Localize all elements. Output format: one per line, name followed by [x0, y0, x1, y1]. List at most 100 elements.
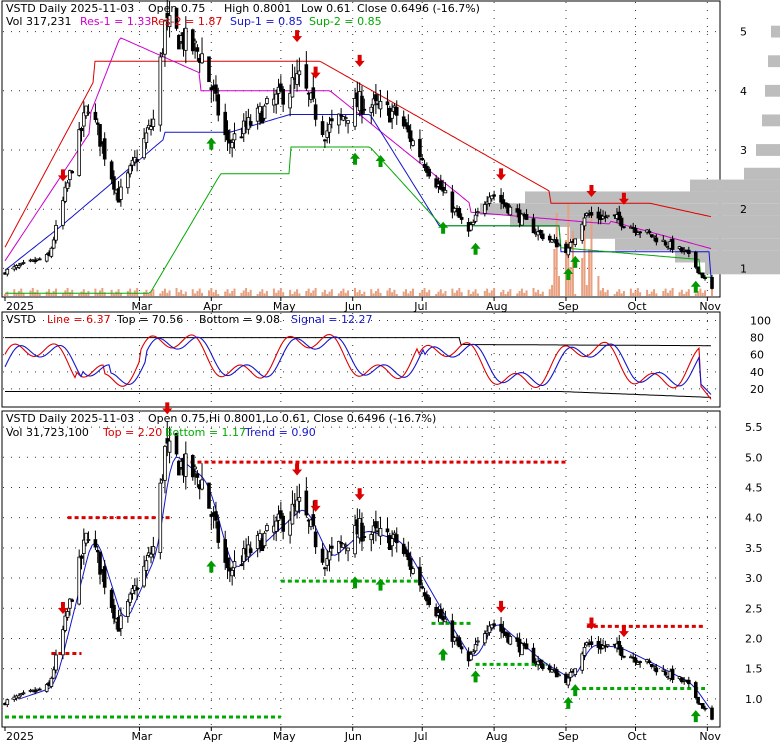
- top-candle: [228, 139, 232, 144]
- volume-profile-bar: [756, 144, 780, 156]
- top-candle: [109, 161, 114, 180]
- top-ytick-label: 5: [740, 26, 747, 39]
- volume-bar: [439, 289, 442, 296]
- top-candle: [142, 138, 146, 159]
- top-candle: [696, 266, 700, 273]
- volume-bar: [636, 288, 639, 296]
- bot-candle: [311, 514, 316, 526]
- top-candle: [371, 98, 376, 106]
- volume-bar: [214, 289, 217, 296]
- bot-header-symbol: VSTD: [6, 412, 36, 425]
- volume-bar: [664, 288, 667, 296]
- volume-bar: [198, 288, 201, 296]
- volume-bar: [38, 294, 41, 296]
- bot-sell-arrow: [292, 463, 303, 476]
- volume-bar: [666, 292, 669, 296]
- volume-bar: [460, 292, 463, 296]
- top-candle: [638, 231, 642, 234]
- bot-candle: [411, 568, 415, 574]
- volume-bar: [20, 288, 23, 296]
- bot-candle: [469, 653, 473, 661]
- bot-candle: [230, 570, 234, 577]
- bot-candle: [77, 556, 81, 605]
- top-xtick-label: Jun: [344, 300, 362, 313]
- volume-bar: [558, 276, 561, 296]
- volume-bar: [687, 289, 690, 296]
- bot-candle: [126, 600, 130, 617]
- top-candle: [394, 107, 399, 116]
- top-xtick-label: Sep: [558, 300, 579, 313]
- sup2-curve: [5, 146, 711, 294]
- bot-candle: [346, 547, 350, 552]
- volume-bar: [159, 293, 162, 296]
- volume-bar: [655, 293, 658, 296]
- volume-bar: [177, 292, 180, 296]
- volume-bar: [428, 289, 431, 296]
- top-candle: [207, 56, 211, 83]
- top-candle: [408, 130, 413, 143]
- volume-bar: [569, 267, 572, 296]
- volume-bar: [50, 293, 53, 296]
- volume-bar: [685, 291, 688, 296]
- top-candle: [149, 126, 153, 130]
- volume-bar: [476, 293, 479, 296]
- top-candle: [214, 84, 218, 94]
- volume-bar: [699, 288, 702, 296]
- top-candle: [392, 105, 397, 108]
- bot-candle: [248, 548, 253, 554]
- volume-bar: [500, 292, 503, 296]
- bot-candle: [547, 665, 552, 671]
- volume-profile-bar: [690, 179, 780, 192]
- top-candle: [469, 224, 473, 231]
- volume-bar: [150, 291, 153, 296]
- volume-bar: [588, 249, 591, 296]
- volume-bar: [701, 292, 704, 296]
- top-candle: [670, 238, 675, 250]
- bot-candle: [362, 536, 367, 538]
- bot-candle: [255, 534, 260, 550]
- top-header-open: Open 0.75: [148, 2, 205, 15]
- top-candle: [566, 247, 571, 256]
- mid-header-line: Line = 6.37: [47, 313, 111, 326]
- bot-candle: [297, 497, 302, 502]
- bot-candle: [580, 653, 584, 671]
- volume-bar: [78, 294, 81, 296]
- bot-candle: [406, 552, 411, 561]
- top-candle: [710, 277, 714, 289]
- trend-line: [19, 456, 711, 709]
- signal-series: [4, 336, 712, 395]
- volume-bar: [66, 288, 69, 296]
- top-candle: [128, 165, 132, 175]
- top-candle: [369, 106, 374, 113]
- top-candle: [112, 176, 116, 190]
- bot-ytick-label: 4.0: [745, 512, 763, 525]
- volume-bar: [54, 288, 57, 296]
- volume-bar: [321, 292, 324, 296]
- bot-candle: [216, 521, 221, 543]
- volume-bar: [483, 291, 486, 296]
- top-candle: [281, 88, 285, 105]
- bot-candle: [394, 534, 399, 544]
- volume-bar: [210, 288, 213, 296]
- top-candle: [330, 118, 334, 122]
- volume-bar: [534, 292, 537, 296]
- bot-candle: [654, 667, 659, 673]
- bot-candle: [501, 628, 506, 634]
- top-header-period: Daily 2025-11-03: [39, 2, 134, 15]
- top-candle: [693, 251, 698, 268]
- bot-xtick-label: Jun: [344, 730, 362, 743]
- top-candle: [135, 159, 139, 162]
- bot-candle: [149, 553, 153, 558]
- bot-candle: [144, 560, 149, 571]
- volume-bar: [537, 289, 540, 296]
- bot-xtick-label: Jul: [413, 730, 427, 743]
- volume-bar: [388, 288, 391, 296]
- bot-candle: [638, 661, 642, 663]
- mid-header-bottom: Bottom = 9.08: [199, 313, 280, 326]
- top-header-close: Close 0.6496 (-16.7%): [357, 2, 480, 15]
- top-header-res2: Res-2 = 1.87: [151, 15, 222, 28]
- bot-candle: [82, 539, 86, 555]
- volume-bar: [553, 249, 556, 296]
- volume-bar: [370, 289, 373, 296]
- volume-bar: [615, 291, 618, 296]
